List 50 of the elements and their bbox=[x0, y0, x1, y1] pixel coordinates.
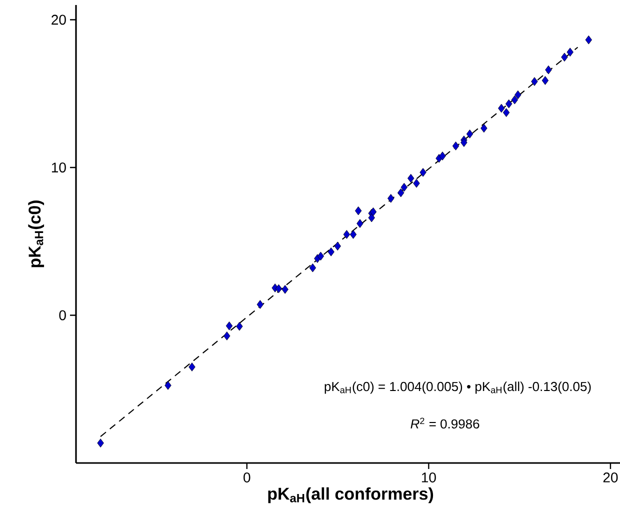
point bbox=[164, 381, 172, 390]
x-tick-label: 10 bbox=[422, 472, 436, 482]
point bbox=[309, 263, 316, 272]
point bbox=[400, 182, 408, 192]
y-tick-label: 10 bbox=[52, 162, 66, 172]
point bbox=[97, 438, 104, 448]
point bbox=[420, 168, 426, 177]
point bbox=[439, 152, 446, 160]
y-tick-label: 20 bbox=[52, 14, 66, 25]
point bbox=[343, 230, 350, 239]
point bbox=[498, 104, 505, 113]
point bbox=[356, 219, 364, 228]
y-tick-label: 0 bbox=[59, 310, 66, 320]
point bbox=[545, 65, 552, 74]
point bbox=[466, 130, 474, 138]
x-tick-label: 0 bbox=[244, 472, 250, 482]
point bbox=[236, 322, 243, 331]
point bbox=[531, 77, 538, 86]
point bbox=[226, 321, 233, 330]
point bbox=[514, 90, 522, 100]
point bbox=[408, 174, 414, 183]
point bbox=[452, 142, 460, 150]
point bbox=[398, 188, 404, 198]
point bbox=[224, 332, 230, 340]
point bbox=[334, 242, 341, 251]
annotation: R$^{2}$ = 0.9986 bbox=[410, 418, 480, 429]
point bbox=[480, 124, 488, 133]
point bbox=[317, 252, 324, 261]
point bbox=[350, 230, 357, 239]
x-axis-title: pK$_{aH}$(all conformers) bbox=[268, 487, 434, 504]
point bbox=[505, 99, 512, 108]
point bbox=[354, 206, 362, 216]
point bbox=[256, 300, 264, 309]
point bbox=[460, 138, 468, 147]
point bbox=[413, 178, 420, 188]
point bbox=[502, 108, 510, 117]
x-tick-label: 20 bbox=[603, 472, 618, 482]
point bbox=[282, 285, 288, 294]
point bbox=[328, 247, 334, 256]
point bbox=[368, 213, 375, 222]
point bbox=[566, 48, 574, 57]
annotation: pK$_{aH}$(c0) = 1.004(0.005) • pK$_{aH}$(all) -0.13(0.05) bbox=[324, 382, 591, 394]
point bbox=[188, 362, 196, 372]
point bbox=[585, 35, 592, 44]
point bbox=[388, 194, 394, 203]
point bbox=[542, 76, 549, 85]
point bbox=[511, 95, 518, 104]
point bbox=[275, 284, 282, 294]
point bbox=[561, 52, 568, 62]
y-axis-title: pK$_{aH}$(c0) bbox=[28, 200, 44, 268]
